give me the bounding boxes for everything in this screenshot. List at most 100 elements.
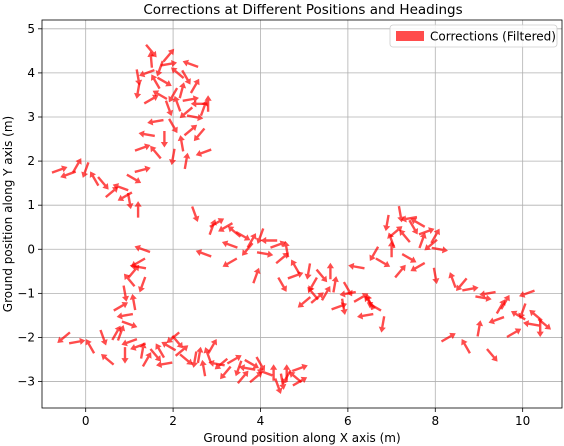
correction-arrow [174,345,189,357]
correction-arrow [85,338,96,354]
correction-arrow [383,214,391,232]
correction-arrow [121,285,130,302]
correction-arrow [68,337,86,345]
correction-arrow [342,281,353,297]
correction-arrow [440,332,456,343]
correction-arrow [189,78,200,94]
correction-arrow [310,292,324,304]
correction-arrow [418,232,427,249]
correction-arrow [389,226,403,238]
correction-arrow [252,267,261,284]
correction-arrow [461,338,471,354]
correction-arrow [397,205,405,223]
correction-arrow [475,294,492,302]
legend-entry-label: Corrections (Filtered) [430,30,556,44]
correction-arrow [244,358,260,369]
correction-arrow [290,259,301,275]
x-ticks: 0 2 4 6 8 10 [82,408,530,428]
y-tick-label: −1 [17,286,35,300]
correction-arrow [365,294,374,311]
y-tick-label: 4 [27,66,35,80]
correction-arrow [116,312,134,320]
correction-arrow [222,257,238,268]
correction-arrow [462,284,479,293]
correction-arrow [218,222,234,232]
correction-arrow [57,331,71,343]
correction-arrow [410,218,426,228]
correction-arrow [279,373,287,390]
correction-arrow [161,341,177,352]
correction-arrow [523,320,540,328]
correction-arrow [156,360,173,368]
correction-arrow [320,286,331,301]
correction-arrow [139,342,147,359]
correction-arrow [121,347,129,364]
correction-arrow [488,315,505,325]
correction-arrow [220,365,232,380]
correction-arrow [138,130,155,138]
correction-arrow [239,364,256,372]
correction-arrow [89,171,100,187]
correction-arrow [71,158,82,174]
correction-arrow [432,267,440,285]
correction-arrow [160,131,168,148]
correction-arrow [169,148,177,166]
correction-arrow [400,215,418,223]
correction-arrow [249,371,263,384]
correction-arrow [401,253,417,263]
correction-arrow [408,219,419,235]
correction-arrow [394,264,406,279]
correction-arrow [134,82,142,99]
correction-arrow [168,118,178,134]
x-axis-label: Ground position along X axis (m) [203,431,400,445]
correction-arrow [126,192,134,210]
correction-arrow [260,236,278,245]
correction-arrow [304,263,312,280]
correction-arrow [255,356,266,372]
y-tick-label: 5 [27,22,35,36]
correction-arrow [536,320,544,338]
correction-arrow [431,246,448,254]
correction-arrow [141,352,152,368]
correction-arrow [60,170,77,179]
correction-arrow [204,95,212,112]
correction-arrow [241,242,254,256]
correction-arrow [150,145,162,160]
correction-arrow [195,249,212,258]
correction-arrow [150,74,161,90]
correction-arrow [235,230,251,241]
correction-arrow [307,286,319,301]
correction-arrow [164,100,174,117]
correction-arrow [196,346,204,364]
correction-arrow [179,106,194,119]
correction-arrow [147,118,164,126]
correction-arrow [418,227,435,236]
correction-arrow [348,262,365,270]
correction-arrow [518,303,527,319]
x-tick-label: 10 [515,414,530,428]
correction-arrow [186,113,204,122]
correction-arrow [138,69,155,78]
correction-arrow [99,329,108,346]
correction-arrow [182,95,199,103]
correction-arrow [173,95,182,112]
data-marks [51,44,552,394]
correction-arrow [112,183,129,192]
correction-arrow [130,342,147,351]
correction-arrow [81,161,90,178]
correction-arrow [100,354,115,366]
correction-arrow [178,82,187,99]
x-tick-label: 6 [344,414,352,428]
correction-arrow [270,364,278,381]
correction-arrow [399,229,411,243]
correction-arrow [456,277,468,292]
correction-arrow [97,176,109,190]
correction-arrow [275,252,289,265]
correction-arrow [160,60,178,68]
correction-arrow [134,143,151,152]
correction-arrow [166,331,180,343]
correction-arrow [375,257,391,268]
correction-arrow [121,320,138,329]
plot-area [51,44,552,394]
